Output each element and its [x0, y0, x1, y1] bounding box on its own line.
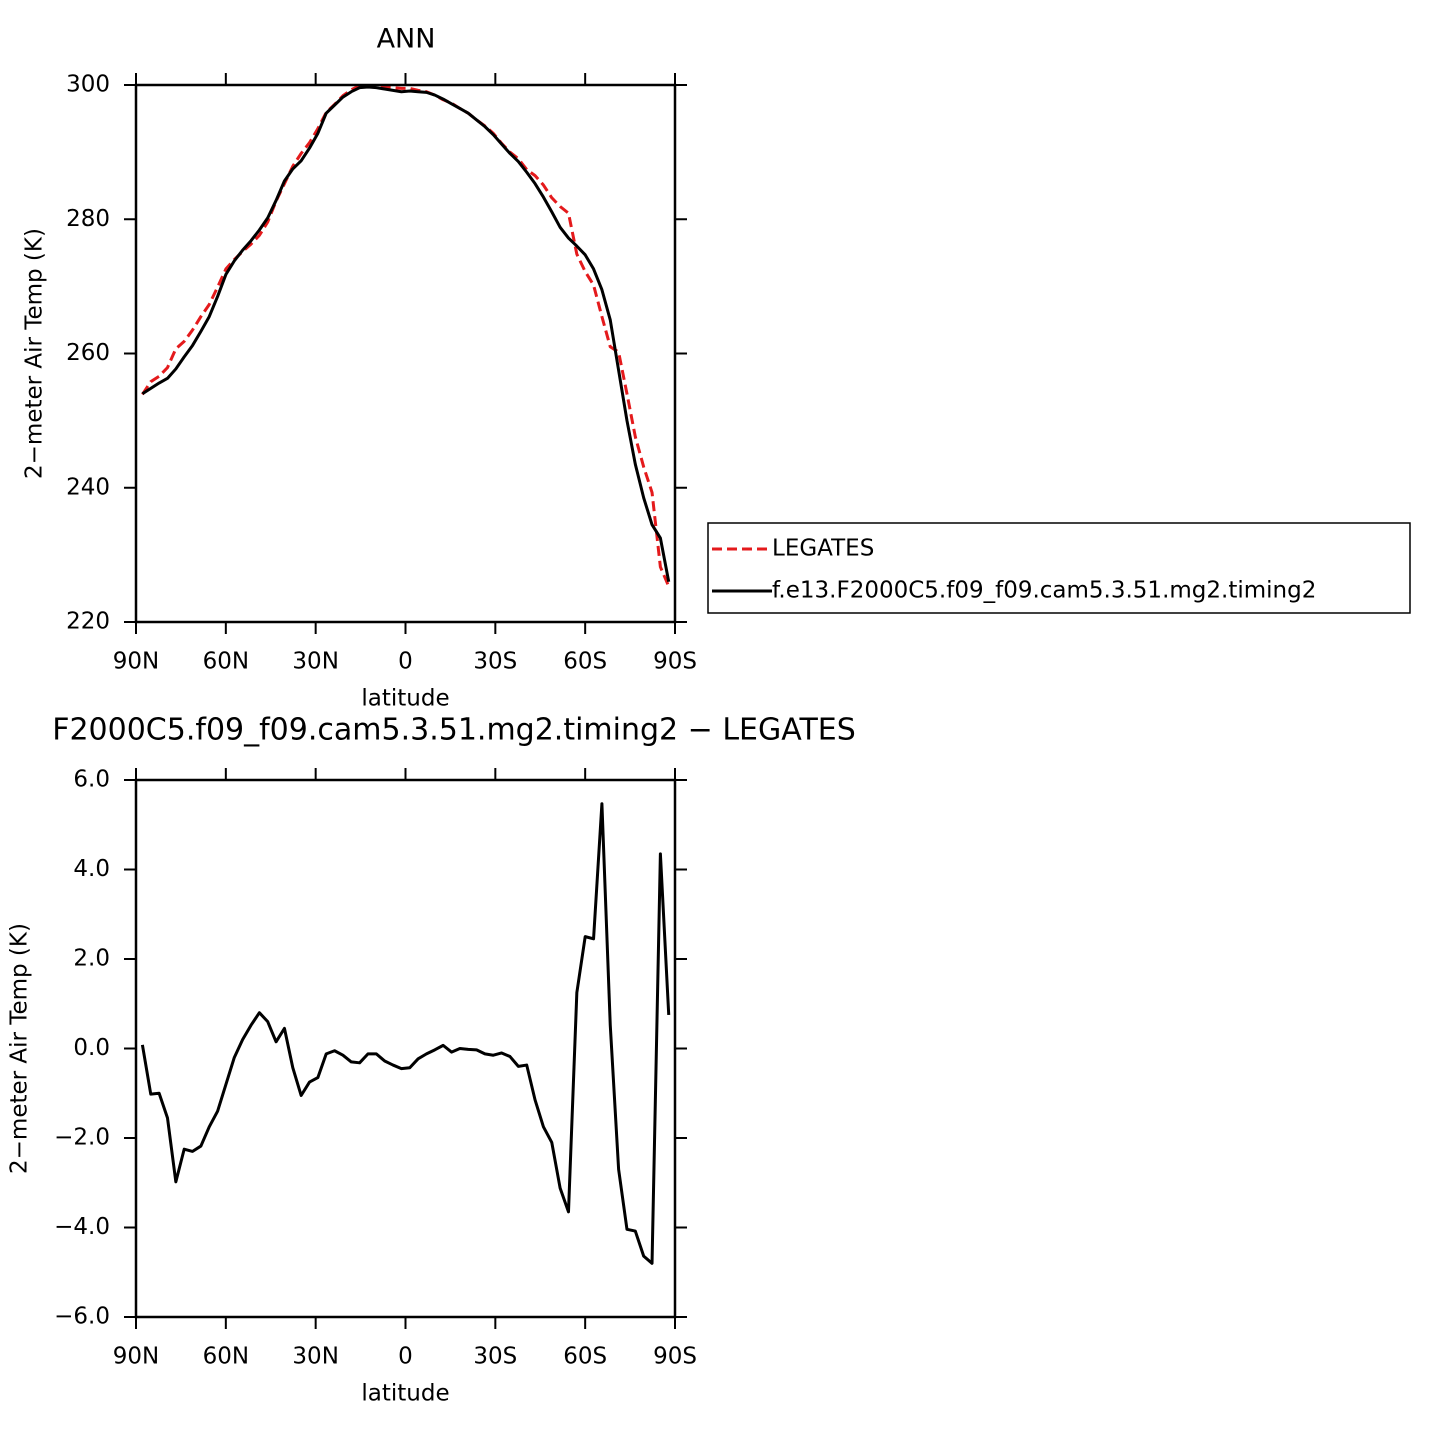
- y-tick-label: −2.0: [54, 1125, 110, 1151]
- y-tick-label: 6.0: [73, 767, 110, 793]
- y-tick-label: 2.0: [73, 946, 110, 972]
- x-tick-label: 90N: [113, 649, 159, 675]
- x-axis-label: latitude: [361, 686, 449, 712]
- y-tick-label: 240: [66, 474, 110, 500]
- y-tick-label: −6.0: [54, 1304, 110, 1330]
- x-tick-label: 30N: [292, 649, 338, 675]
- data-line: [140, 802, 671, 1265]
- y-tick-label: 0.0: [73, 1035, 110, 1061]
- y-tick-label: 300: [66, 72, 110, 98]
- x-tick-label: 30N: [292, 1344, 338, 1370]
- y-tick-label: 260: [66, 340, 110, 366]
- data-line: [141, 85, 671, 583]
- x-tick-label: 90S: [653, 649, 697, 675]
- x-tick-label: 90N: [113, 1344, 159, 1370]
- y-tick-label: 220: [66, 609, 110, 635]
- y-axis-label: 2−meter Air Temp (K): [7, 923, 33, 1174]
- x-tick-label: 60N: [203, 1344, 249, 1370]
- legend-label: LEGATES: [772, 536, 874, 562]
- plot-frame: [134, 778, 677, 1319]
- x-axis-label: latitude: [361, 1381, 449, 1407]
- x-tick-label: 0: [398, 1344, 413, 1370]
- plot-frame: [134, 83, 677, 624]
- legend-label: f.e13.F2000C5.f09_f09.cam5.3.51.mg2.timi…: [772, 578, 1316, 604]
- y-tick-label: 280: [66, 206, 110, 232]
- y-tick-label: −4.0: [54, 1214, 110, 1240]
- x-tick-label: 30S: [473, 1344, 517, 1370]
- x-tick-label: 60S: [563, 1344, 607, 1370]
- chart-title: ANN: [377, 24, 436, 55]
- y-tick-label: 4.0: [73, 856, 110, 882]
- x-tick-label: 0: [398, 649, 413, 675]
- x-tick-label: 60N: [203, 649, 249, 675]
- legend-box: [707, 522, 1411, 614]
- data-line: [141, 84, 671, 588]
- x-tick-label: 60S: [563, 649, 607, 675]
- y-axis-label: 2−meter Air Temp (K): [22, 228, 48, 479]
- x-tick-label: 30S: [473, 649, 517, 675]
- x-tick-label: 90S: [653, 1344, 697, 1370]
- chart-title: F2000C5.f09_f09.cam5.3.51.mg2.timing2 − …: [52, 713, 856, 748]
